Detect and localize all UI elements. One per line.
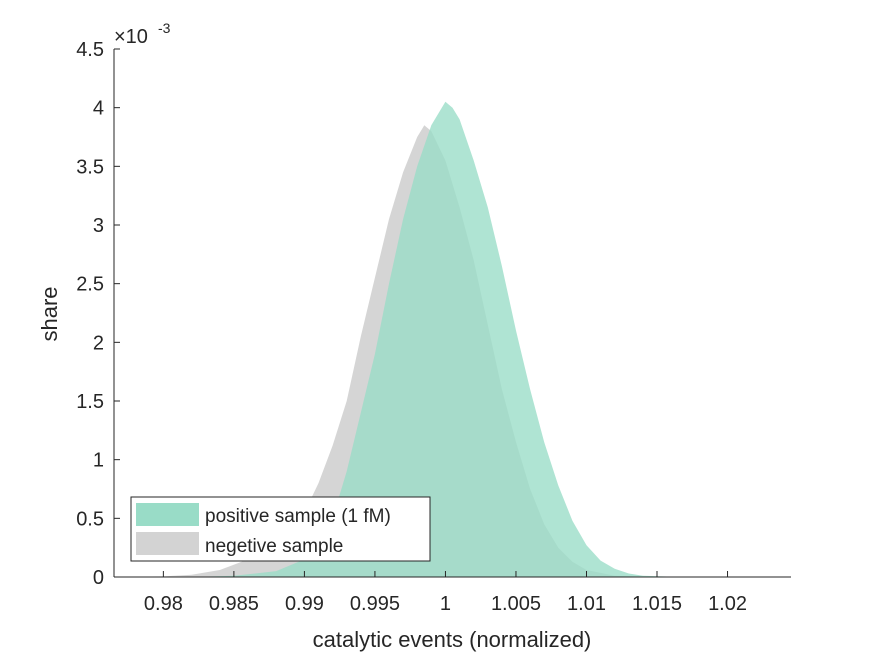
x-tick-label: 0.99 bbox=[285, 593, 324, 615]
legend-swatch-positive bbox=[136, 503, 199, 526]
x-tick-label: 1.01 bbox=[567, 593, 606, 615]
y-tick-label: 4.5 bbox=[76, 39, 104, 61]
x-tick-label: 0.985 bbox=[209, 593, 259, 615]
y-tick-label: 2.5 bbox=[76, 274, 104, 296]
axes bbox=[113, 48, 791, 578]
legend: positive sample (1 fM) negetive sample bbox=[130, 496, 431, 562]
legend-label-negative: negetive sample bbox=[205, 536, 343, 557]
legend-swatch-negative bbox=[136, 532, 199, 555]
y-exponent-base: ×10 bbox=[114, 26, 148, 48]
x-axis-label: catalytic events (normalized) bbox=[313, 627, 592, 652]
series-areas bbox=[106, 101, 728, 578]
y-tick-label: 0.5 bbox=[76, 508, 104, 530]
y-tick-label: 1 bbox=[93, 450, 104, 472]
y-tick-label: 2 bbox=[93, 332, 104, 354]
x-tick-label: 1.02 bbox=[708, 593, 747, 615]
x-tick-label: 1.005 bbox=[491, 593, 541, 615]
x-tick-label: 1.015 bbox=[632, 593, 682, 615]
tick-labels: 0.98 0.985 0.99 0.995 1 1.005 1.01 1.015 1.02 0 0.… bbox=[76, 39, 747, 615]
legend-label-positive: positive sample (1 fM) bbox=[205, 506, 391, 527]
y-axis-label: share bbox=[37, 286, 62, 341]
y-tick-label: 4 bbox=[93, 98, 104, 120]
y-tick-label: 1.5 bbox=[76, 391, 104, 413]
x-tick-label: 1 bbox=[440, 593, 451, 615]
x-tick-label: 0.98 bbox=[144, 593, 183, 615]
y-tick-label: 3 bbox=[93, 215, 104, 237]
series-area-positive bbox=[191, 101, 728, 578]
y-tick-label: 0 bbox=[93, 567, 104, 589]
y-tick-label: 3.5 bbox=[76, 156, 104, 178]
y-exponent-power: -3 bbox=[158, 20, 171, 36]
x-tick-label: 0.995 bbox=[350, 593, 400, 615]
